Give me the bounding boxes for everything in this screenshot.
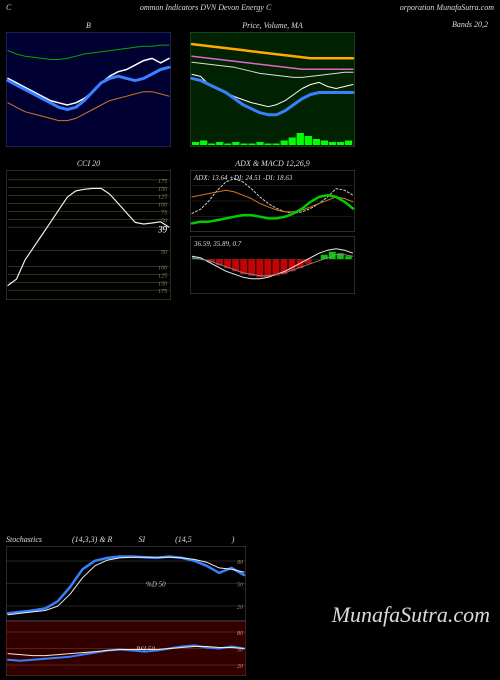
stochastics-chart: 80 50 20 %D 50 (6, 546, 246, 621)
svg-text:ADX: 13.64 +DI: 24.51 -DI: 1: ADX: 13.64 +DI: 24.51 -DI: 18.63 (193, 174, 293, 182)
bands-label: Bands 20,2 (452, 20, 488, 29)
adx-chart: ADX: 13.64 +DI: 24.51 -DI: 18.63 (190, 170, 355, 232)
svg-text:39: 39 (157, 224, 168, 234)
svg-text:150: 150 (158, 281, 167, 287)
svg-text:50: 50 (237, 583, 243, 589)
svg-text:36.59, 35.89, 0.7: 36.59, 35.89, 0.7 (193, 240, 242, 248)
adx-macd-title: ADX & MACD 12,26,9 (235, 159, 309, 168)
svg-text:100: 100 (158, 203, 167, 209)
bollinger-chart (6, 32, 171, 147)
price-ma-chart (190, 32, 355, 147)
macd-chart: 36.59, 35.89, 0.7 (190, 236, 355, 294)
header-right: orporation MunafaSutra.com (400, 3, 494, 12)
cci-title: CCI 20 (77, 159, 100, 168)
bollinger-title: B (86, 21, 91, 30)
svg-text:175: 175 (158, 179, 167, 185)
svg-text:80: 80 (237, 560, 243, 566)
svg-text:50: 50 (161, 250, 167, 256)
svg-text:20: 20 (237, 664, 243, 670)
svg-text:150: 150 (158, 187, 167, 193)
svg-text:175: 175 (158, 289, 167, 295)
price-ma-title: Price, Volume, MA (242, 21, 302, 30)
svg-text:%D 50: %D 50 (146, 581, 166, 589)
svg-text:125: 125 (158, 273, 167, 279)
svg-text:80: 80 (237, 631, 243, 637)
svg-text:125: 125 (158, 195, 167, 201)
header-center: ommon Indicators DVN Devon Energy C (140, 3, 271, 12)
header-left: C (6, 3, 11, 12)
svg-text:20: 20 (237, 605, 243, 611)
stoch-title-left: Stochastics (6, 535, 42, 544)
svg-text:100: 100 (158, 266, 167, 272)
stoch-title-right: (14,3,3) & R SI (14,5 ) (72, 535, 234, 544)
cci-chart: 1751501251007550255010012515017539 (6, 170, 171, 300)
rsi-chart: 805020RSI 50 (6, 621, 246, 676)
watermark: MunafaSutra.com (332, 602, 490, 628)
svg-text:75: 75 (161, 210, 167, 216)
header-row: C ommon Indicators DVN Devon Energy C or… (0, 0, 500, 15)
